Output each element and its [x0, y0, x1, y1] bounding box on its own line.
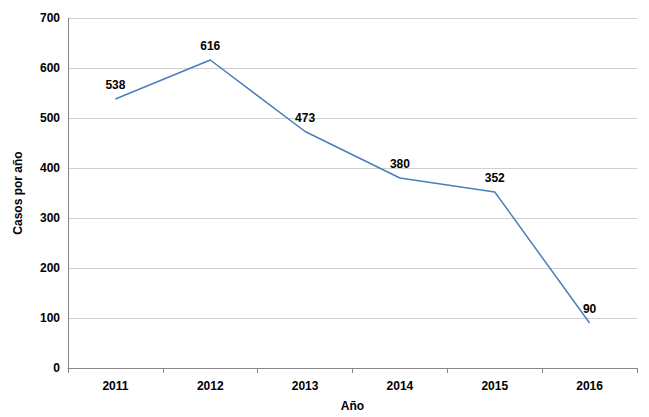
svg-text:100: 100 [40, 311, 60, 325]
svg-text:Casos por año: Casos por año [11, 151, 25, 234]
svg-text:Año: Año [341, 399, 364, 413]
svg-text:600: 600 [40, 61, 60, 75]
svg-text:90: 90 [583, 302, 597, 316]
svg-text:2012: 2012 [197, 379, 224, 393]
svg-text:2014: 2014 [387, 379, 414, 393]
svg-text:2011: 2011 [102, 379, 128, 393]
svg-text:0: 0 [53, 361, 60, 375]
svg-text:2016: 2016 [576, 379, 603, 393]
svg-text:300: 300 [40, 211, 60, 225]
svg-text:473: 473 [295, 111, 315, 125]
svg-text:616: 616 [200, 39, 220, 53]
svg-text:538: 538 [105, 78, 125, 92]
svg-text:700: 700 [40, 11, 60, 25]
svg-text:380: 380 [390, 157, 410, 171]
svg-text:500: 500 [40, 111, 60, 125]
svg-text:352: 352 [485, 171, 505, 185]
svg-text:200: 200 [40, 261, 60, 275]
svg-text:2015: 2015 [481, 379, 508, 393]
svg-text:2013: 2013 [292, 379, 319, 393]
svg-text:400: 400 [40, 161, 60, 175]
